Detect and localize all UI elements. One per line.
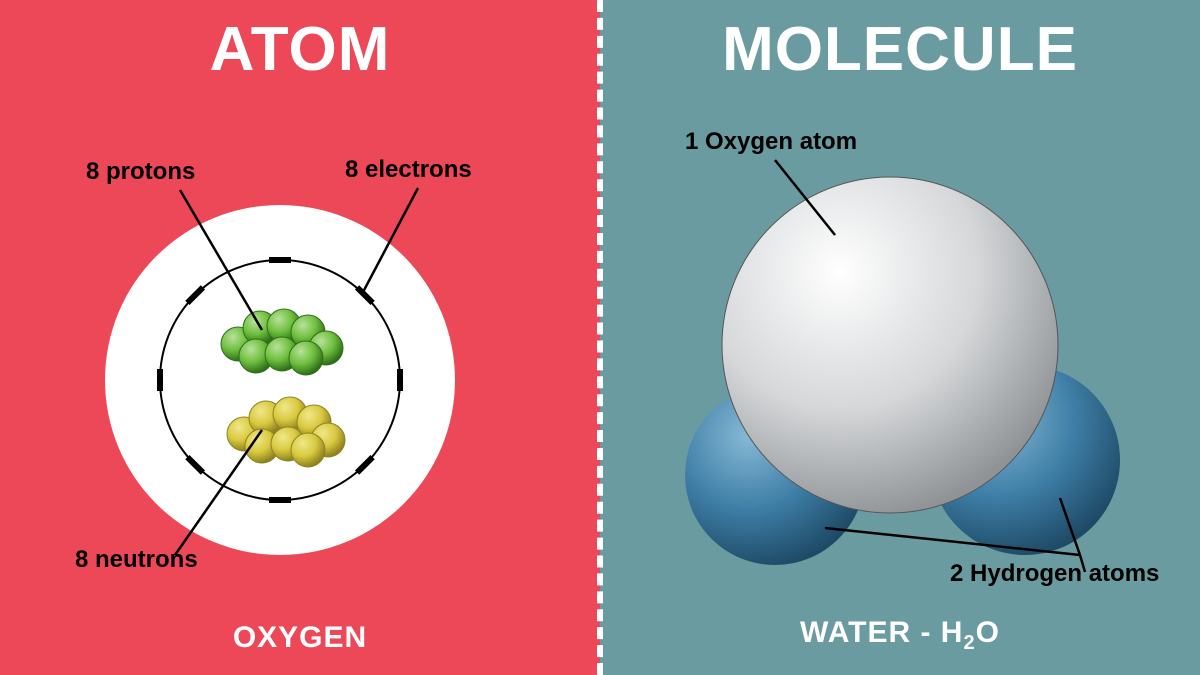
- molecule-subtitle-prefix: WATER - H: [800, 616, 963, 649]
- hydrogen-label: 2 Hydrogen atoms: [950, 560, 1159, 588]
- panel-divider: [597, 0, 603, 675]
- atom-panel: ATOM 8 protons 8 neutrons 8 electrons OX…: [0, 0, 600, 675]
- molecule-subtitle-suffix: O: [976, 616, 1000, 649]
- protons-label: 8 protons: [86, 158, 195, 186]
- molecule-panel: MOLECULE 1 Oxygen atom 2 Hydrogen atoms …: [600, 0, 1200, 675]
- neutrons-label: 8 neutrons: [75, 546, 198, 574]
- molecule-subtitle-sub: 2: [963, 632, 975, 654]
- atom-subtitle: OXYGEN: [0, 621, 600, 655]
- electrons-label: 8 electrons: [345, 156, 472, 184]
- infographic-container: ATOM 8 protons 8 neutrons 8 electrons OX…: [0, 0, 1200, 675]
- molecule-subtitle: WATER - H2O: [600, 616, 1200, 655]
- oxygen-label: 1 Oxygen atom: [685, 128, 857, 156]
